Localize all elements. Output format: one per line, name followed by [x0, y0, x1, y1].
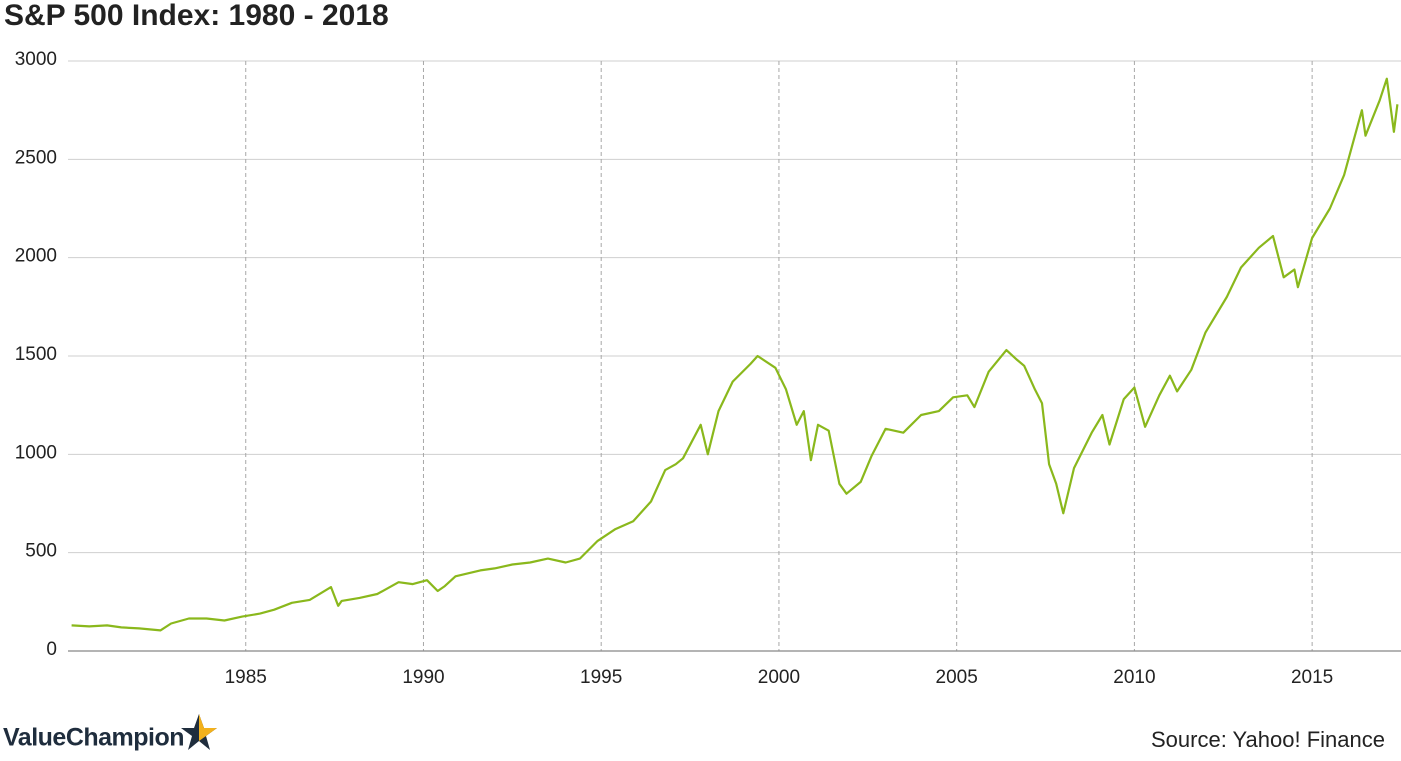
- x-tick-label: 1995: [580, 667, 622, 688]
- x-tick-label: 2015: [1291, 667, 1333, 688]
- x-tick-label: 1990: [402, 667, 444, 688]
- logo: ValueChampion: [3, 724, 184, 752]
- source: Source: Yahoo! Finance: [1151, 727, 1385, 752]
- logo-star: [181, 714, 217, 750]
- y-tick-label: 2000: [15, 246, 57, 267]
- y-tick-label: 1000: [15, 442, 57, 463]
- series-line: [71, 77, 1399, 632]
- y-tick-label: 3000: [15, 49, 57, 70]
- y-tick-label: 1500: [15, 344, 57, 365]
- star-gold: [199, 714, 217, 741]
- chart-title: S&P 500 Index: 1980 - 2018: [4, 0, 389, 32]
- y-tick-label: 500: [25, 541, 57, 562]
- x-tick-label: 2000: [758, 667, 800, 688]
- y-tick-label: 2500: [15, 147, 57, 168]
- x-tick-label: 2010: [1113, 667, 1155, 688]
- x-tick-label: 2005: [936, 667, 978, 688]
- x-tick-label: 1985: [225, 667, 267, 688]
- y-tick-label: 0: [46, 639, 57, 660]
